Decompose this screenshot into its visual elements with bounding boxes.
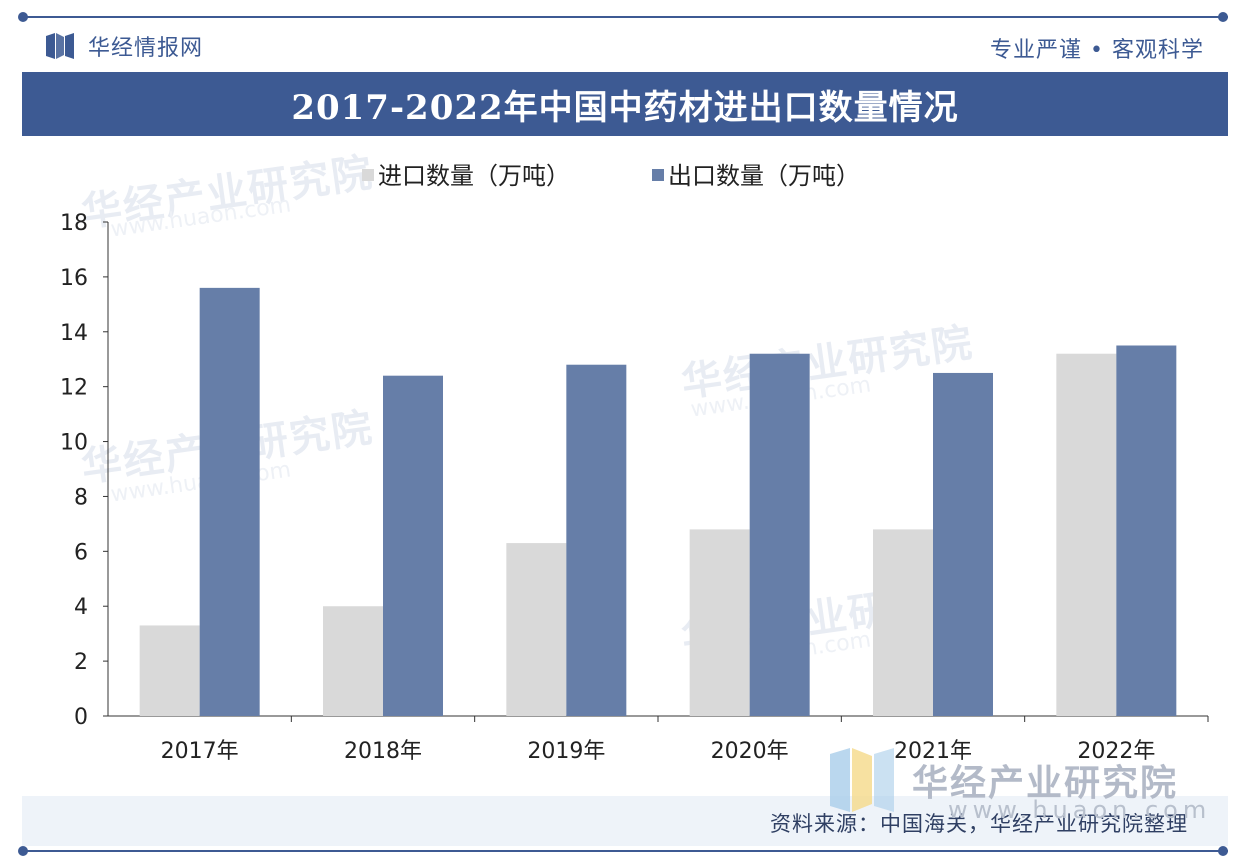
- top-right-dot: [1218, 12, 1228, 22]
- x-tick-label: 2022年: [1077, 739, 1155, 764]
- y-tick-label: 10: [60, 431, 88, 456]
- brand-watermark: 华经产业研究院: [830, 748, 1178, 812]
- import-bar: [689, 529, 750, 716]
- y-tick-label: 16: [60, 266, 88, 291]
- y-tick-label: 0: [74, 705, 88, 730]
- y-tick-label: 8: [74, 485, 88, 510]
- export-bar: [749, 353, 810, 716]
- legend-swatch: [652, 169, 664, 181]
- y-tick-label: 2: [74, 650, 88, 675]
- top-frame-line: [22, 16, 1228, 18]
- source-note: 资料来源：中国海关，华经产业研究院整理: [770, 812, 1188, 836]
- bottom-right-dot: [1218, 846, 1228, 856]
- brand-name: 华经情报网: [88, 36, 204, 61]
- export-bar: [933, 372, 993, 716]
- x-tick-label: 2020年: [711, 739, 789, 764]
- chart-title: 2017-2022年中国中药材进出口数量情况: [291, 87, 959, 128]
- x-tick-label: 2019年: [527, 739, 605, 764]
- y-tick-label: 12: [60, 376, 88, 401]
- brand-watermark-logo-icon: [830, 748, 894, 812]
- footer-bar: 资料来源：中国海关，华经产业研究院整理: [22, 796, 1228, 846]
- import-bar: [323, 606, 383, 716]
- brand-watermark-name: 华经产业研究院: [912, 763, 1179, 804]
- export-bar: [1116, 345, 1177, 716]
- import-bar: [1056, 353, 1117, 716]
- import-bar: [873, 529, 933, 716]
- x-tick-label: 2021年: [894, 739, 972, 764]
- bottom-frame-line: [22, 850, 1228, 852]
- header: 华经情报网 专业严谨 • 客观科学: [22, 24, 1228, 68]
- title-bar: 2017-2022年中国中药材进出口数量情况: [22, 72, 1228, 136]
- y-tick-label: 18: [60, 211, 88, 236]
- export-bar: [199, 287, 260, 716]
- export-bar: [383, 375, 443, 716]
- y-tick-label: 4: [74, 595, 88, 620]
- brand-logo-icon: [46, 33, 74, 59]
- tagline: 专业严谨 • 客观科学: [990, 38, 1204, 63]
- bottom-left-dot: [18, 846, 28, 856]
- y-tick-label: 6: [74, 540, 88, 565]
- legend-label: 出口数量（万吨）: [668, 162, 860, 190]
- x-tick-label: 2017年: [161, 739, 239, 764]
- export-bar: [566, 364, 627, 716]
- import-bar: [139, 625, 200, 716]
- brand-watermark-url: www.huaon.com: [948, 796, 1212, 824]
- legend-label: 进口数量（万吨）: [378, 162, 570, 190]
- y-tick-label: 14: [60, 321, 88, 346]
- brand: 华经情报网: [46, 30, 203, 62]
- import-bar: [506, 543, 567, 716]
- legend-swatch: [362, 169, 374, 181]
- x-tick-label: 2018年: [344, 739, 422, 764]
- top-left-dot: [18, 12, 28, 22]
